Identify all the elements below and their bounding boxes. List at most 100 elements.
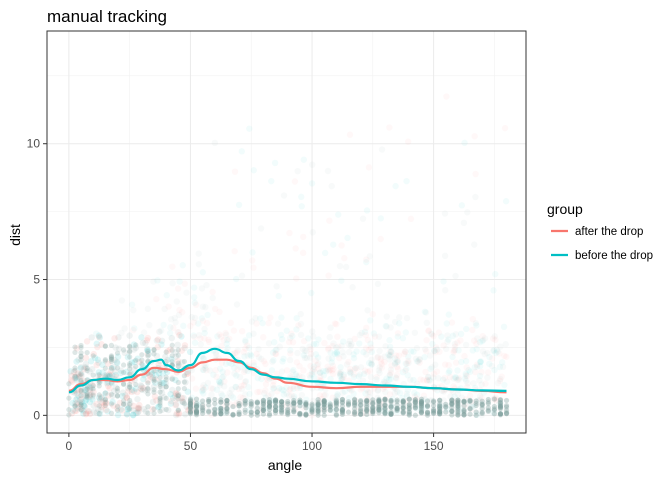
data-point xyxy=(413,380,421,387)
data-point xyxy=(297,399,303,405)
data-point xyxy=(193,409,200,416)
data-point xyxy=(191,314,199,322)
data-point xyxy=(452,331,460,338)
data-point xyxy=(305,406,312,413)
data-point xyxy=(187,409,194,415)
data-point xyxy=(443,403,449,410)
data-point xyxy=(293,314,300,322)
data-point xyxy=(473,412,479,418)
data-point xyxy=(232,383,240,391)
data-point xyxy=(469,315,477,323)
data-point xyxy=(358,411,364,417)
data-point xyxy=(418,399,425,405)
data-point xyxy=(325,272,332,279)
data-point xyxy=(346,337,354,345)
data-point xyxy=(340,373,348,381)
data-point xyxy=(179,398,186,405)
data-point xyxy=(244,352,251,359)
data-point xyxy=(127,349,133,355)
data-point xyxy=(145,380,151,386)
data-point xyxy=(78,392,84,399)
data-point xyxy=(360,409,367,417)
data-point xyxy=(386,372,393,379)
data-point xyxy=(237,394,244,401)
data-point xyxy=(187,405,194,411)
data-point xyxy=(130,346,138,353)
data-point xyxy=(230,327,238,334)
data-point xyxy=(269,349,277,356)
data-point xyxy=(426,377,434,384)
data-point xyxy=(386,376,393,383)
data-point xyxy=(358,411,364,417)
data-point xyxy=(224,405,230,411)
data-point xyxy=(200,402,206,408)
data-point xyxy=(333,344,340,351)
data-point xyxy=(285,407,291,414)
data-point xyxy=(376,369,383,377)
data-point xyxy=(404,371,411,379)
data-point xyxy=(209,385,217,392)
data-point xyxy=(215,378,223,385)
data-point xyxy=(139,357,145,363)
data-point xyxy=(144,345,151,353)
data-point xyxy=(400,410,406,416)
data-point xyxy=(112,344,119,351)
data-point xyxy=(195,331,203,339)
data-point xyxy=(449,397,455,403)
data-point xyxy=(78,395,85,403)
data-point xyxy=(402,360,409,367)
data-point xyxy=(309,328,316,335)
data-point xyxy=(78,398,85,405)
data-point xyxy=(125,404,132,411)
data-point xyxy=(242,398,248,404)
data-point xyxy=(309,408,315,415)
data-point xyxy=(151,346,157,353)
panel-border xyxy=(46,30,527,434)
data-point xyxy=(248,352,255,360)
data-point xyxy=(262,387,269,394)
data-point xyxy=(392,182,399,190)
data-point xyxy=(139,361,145,367)
data-point xyxy=(230,412,236,418)
data-point xyxy=(224,398,230,404)
data-point xyxy=(491,366,498,374)
data-point xyxy=(103,371,111,378)
data-point xyxy=(169,279,176,287)
data-point xyxy=(430,374,437,381)
data-point xyxy=(378,364,386,371)
data-point xyxy=(297,403,303,409)
data-point xyxy=(163,384,169,390)
data-point xyxy=(369,310,376,318)
data-point xyxy=(188,394,196,401)
data-point xyxy=(310,340,318,348)
data-point xyxy=(80,366,88,373)
data-point xyxy=(491,333,498,340)
data-point xyxy=(114,407,121,413)
data-point xyxy=(274,388,281,395)
data-point xyxy=(365,359,373,367)
data-point xyxy=(345,358,352,366)
data-point xyxy=(338,376,345,384)
data-point xyxy=(437,397,443,403)
data-point xyxy=(276,343,283,350)
data-point xyxy=(145,351,152,358)
data-point xyxy=(169,358,175,365)
data-point xyxy=(443,93,450,100)
data-point xyxy=(339,409,346,415)
data-point xyxy=(102,406,110,414)
data-point xyxy=(296,372,303,380)
data-point xyxy=(82,396,90,403)
data-point xyxy=(104,382,112,390)
data-point xyxy=(449,404,455,411)
data-point xyxy=(382,396,388,403)
data-point xyxy=(364,403,370,409)
data-point xyxy=(110,402,117,409)
data-point xyxy=(272,350,280,358)
data-point xyxy=(193,404,200,410)
data-point xyxy=(465,366,472,374)
data-point xyxy=(351,397,358,403)
data-point xyxy=(285,401,292,408)
data-point xyxy=(116,399,124,407)
data-point xyxy=(470,380,477,387)
data-point xyxy=(389,400,396,407)
